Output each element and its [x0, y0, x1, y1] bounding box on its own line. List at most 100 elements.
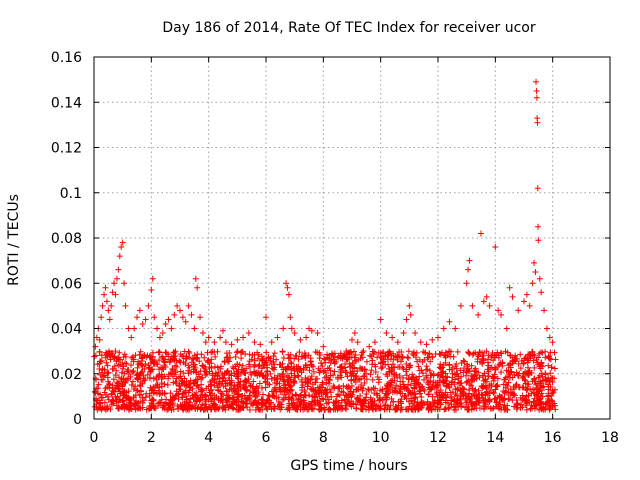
- data-point: [106, 352, 113, 359]
- data-point: [428, 406, 435, 413]
- data-point: [177, 368, 184, 375]
- data-point: [214, 372, 221, 379]
- data-point: [544, 399, 551, 406]
- data-point: [130, 385, 137, 392]
- data-point: [317, 367, 324, 374]
- data-point: [359, 349, 366, 356]
- data-point: [263, 314, 269, 321]
- data-point: [520, 384, 527, 391]
- data-point: [400, 330, 407, 337]
- data-point: [372, 363, 379, 370]
- data-point: [144, 371, 151, 378]
- data-point: [155, 348, 162, 355]
- data-point: [137, 381, 144, 388]
- data-point: [325, 380, 332, 387]
- data-point: [150, 375, 157, 382]
- data-point: [192, 405, 199, 412]
- data-point: [366, 386, 373, 393]
- data-point: [455, 373, 462, 380]
- x-tick-label: 14: [486, 430, 504, 446]
- data-point: [150, 397, 157, 404]
- data-point: [474, 351, 481, 358]
- data-point: [358, 399, 365, 406]
- data-point: [168, 325, 175, 332]
- data-point: [384, 356, 391, 363]
- data-point: [285, 364, 292, 371]
- data-point: [111, 388, 118, 395]
- data-point: [521, 370, 528, 377]
- data-point: [246, 406, 253, 413]
- data-point: [446, 318, 453, 325]
- data-point: [483, 293, 490, 300]
- data-point: [457, 393, 464, 400]
- data-point: [415, 363, 422, 370]
- data-point: [403, 372, 410, 379]
- data-point: [121, 351, 128, 358]
- data-point: [137, 348, 144, 355]
- data-point: [375, 405, 382, 412]
- data-point: [264, 381, 271, 388]
- data-point: [132, 398, 139, 405]
- data-point: [215, 369, 222, 376]
- data-point: [351, 365, 358, 372]
- data-point: [463, 280, 470, 287]
- data-point: [177, 373, 184, 380]
- data-point: [278, 404, 285, 411]
- data-point: [103, 359, 110, 366]
- data-point: [418, 394, 425, 401]
- data-point: [274, 334, 281, 341]
- data-point: [367, 403, 374, 410]
- data-point: [461, 365, 468, 372]
- data-point: [254, 401, 261, 408]
- data-point: [211, 348, 218, 355]
- data-point: [133, 387, 140, 394]
- data-point: [112, 348, 119, 355]
- data-point: [279, 360, 286, 367]
- data-point: [523, 291, 530, 298]
- data-point: [346, 363, 353, 370]
- y-tick-label: 0.04: [51, 322, 82, 338]
- data-point: [115, 386, 122, 393]
- data-point: [177, 307, 183, 314]
- data-point: [185, 362, 192, 369]
- data-point: [101, 389, 108, 396]
- data-point: [538, 289, 545, 296]
- data-point: [113, 402, 120, 409]
- data-point: [369, 361, 376, 368]
- data-point: [397, 398, 404, 405]
- data-point: [230, 405, 237, 412]
- data-point: [440, 378, 447, 385]
- data-point: [500, 381, 507, 388]
- data-point: [370, 351, 377, 358]
- data-point: [407, 311, 414, 318]
- data-point: [258, 396, 265, 403]
- data-point: [306, 367, 313, 374]
- data-point: [296, 349, 303, 356]
- data-point: [373, 391, 380, 398]
- data-point: [470, 350, 477, 357]
- data-point: [545, 362, 552, 369]
- data-point: [220, 402, 227, 409]
- data-point: [326, 352, 333, 359]
- data-point: [261, 361, 268, 368]
- data-point: [437, 374, 444, 381]
- data-point: [270, 392, 277, 399]
- data-point: [134, 371, 141, 378]
- data-point: [526, 368, 533, 375]
- data-point: [132, 406, 139, 413]
- data-point: [532, 378, 539, 385]
- data-point: [130, 353, 137, 360]
- data-point: [527, 405, 534, 412]
- data-point: [263, 364, 270, 371]
- data-point: [550, 389, 557, 396]
- data-point: [497, 349, 504, 356]
- data-point: [262, 371, 269, 378]
- data-point: [132, 383, 139, 390]
- data-point: [179, 353, 186, 360]
- data-point: [242, 395, 249, 402]
- data-point: [525, 364, 532, 371]
- data-point: [297, 336, 304, 343]
- data-point: [126, 405, 133, 412]
- data-point: [233, 398, 240, 405]
- data-point: [513, 381, 520, 388]
